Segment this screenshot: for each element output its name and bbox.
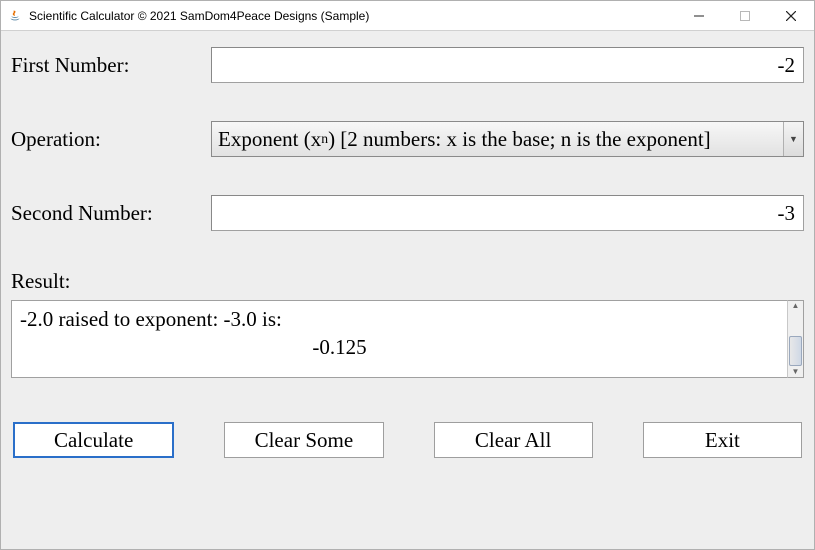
operation-label: Operation: [11, 127, 211, 152]
java-icon [7, 8, 23, 24]
second-number-row: Second Number: [11, 195, 804, 231]
chevron-down-icon: ▼ [783, 122, 803, 156]
result-scrollbar[interactable]: ▲ ▼ [787, 300, 804, 378]
operation-row: Operation: Exponent (xn) [2 numbers: x i… [11, 121, 804, 157]
exit-button[interactable]: Exit [643, 422, 802, 458]
result-label: Result: [11, 269, 804, 294]
scroll-thumb[interactable] [789, 336, 802, 366]
client-area: First Number: Operation: Exponent (xn) [… [1, 31, 814, 549]
first-number-input[interactable] [211, 47, 804, 83]
first-number-row: First Number: [11, 47, 804, 83]
result-textarea[interactable]: -2.0 raised to exponent: -3.0 is: -0.125 [11, 300, 787, 378]
operation-select[interactable]: Exponent (xn) [2 numbers: x is the base;… [211, 121, 804, 157]
scroll-down-icon: ▼ [792, 368, 800, 376]
close-button[interactable] [768, 1, 814, 30]
window-controls [676, 1, 814, 30]
app-window: Scientific Calculator © 2021 SamDom4Peac… [0, 0, 815, 550]
window-title: Scientific Calculator © 2021 SamDom4Peac… [29, 9, 676, 23]
clear-all-button[interactable]: Clear All [434, 422, 593, 458]
result-line-2: -0.125 [20, 333, 779, 361]
minimize-button[interactable] [676, 1, 722, 30]
result-area: -2.0 raised to exponent: -3.0 is: -0.125… [11, 300, 804, 378]
maximize-button[interactable] [722, 1, 768, 30]
calculate-button[interactable]: Calculate [13, 422, 174, 458]
titlebar: Scientific Calculator © 2021 SamDom4Peac… [1, 1, 814, 31]
second-number-label: Second Number: [11, 201, 211, 226]
scroll-up-icon: ▲ [792, 302, 800, 310]
first-number-label: First Number: [11, 53, 211, 78]
result-line-1: -2.0 raised to exponent: -3.0 is: [20, 305, 779, 333]
button-row: Calculate Clear Some Clear All Exit [11, 422, 804, 458]
second-number-input[interactable] [211, 195, 804, 231]
operation-selected-text: Exponent (xn) [2 numbers: x is the base;… [212, 122, 783, 156]
clear-some-button[interactable]: Clear Some [224, 422, 383, 458]
